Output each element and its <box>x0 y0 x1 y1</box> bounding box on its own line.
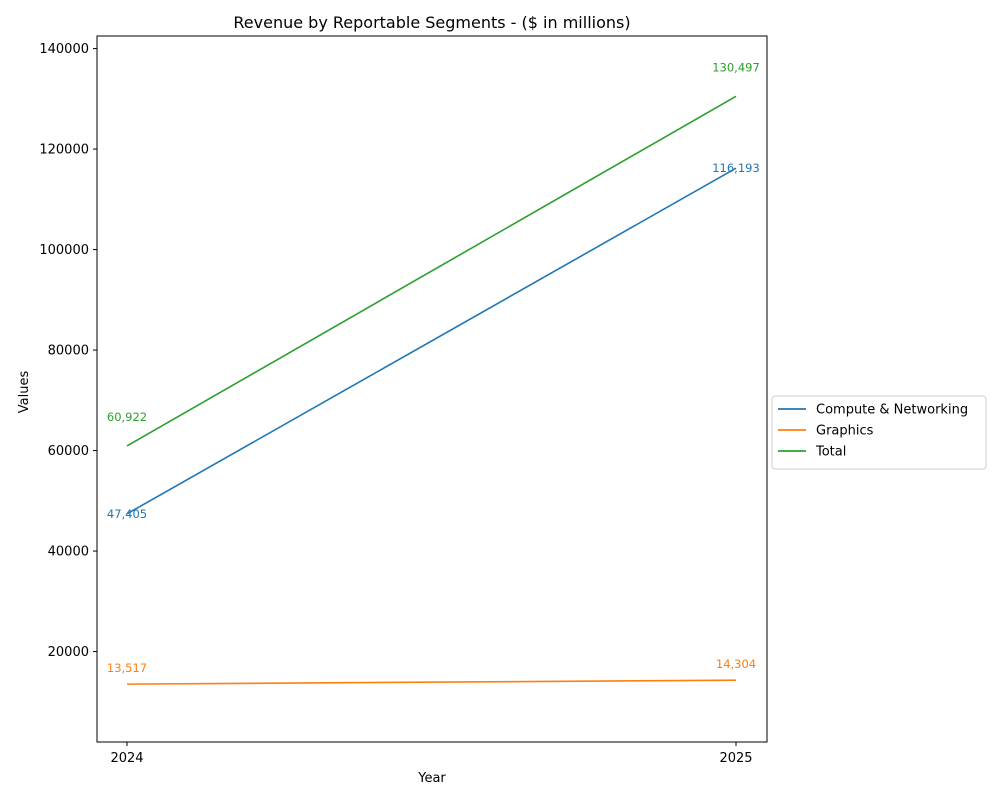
y-axis-label: Values <box>17 371 32 414</box>
chart-title: Revenue by Reportable Segments - ($ in m… <box>233 13 630 32</box>
data-label: 13,517 <box>107 661 147 675</box>
legend-box <box>771 395 987 470</box>
data-label: 47,405 <box>107 507 147 521</box>
data-label: 60,922 <box>107 410 147 424</box>
series-line <box>126 679 737 685</box>
plot-area: 20000 40000 60000 80000 100000 120000 140000 20… <box>39 35 768 766</box>
data-label: 14,304 <box>716 657 756 671</box>
y-tick-label: 140000 <box>39 42 89 57</box>
y-tick-label: 120000 <box>39 143 89 158</box>
y-tick-label: 100000 <box>39 243 89 258</box>
y-tick-label: 80000 <box>48 344 89 359</box>
x-tick-label: 2025 <box>719 751 752 766</box>
y-tick-label: 40000 <box>48 545 89 560</box>
legend-label: Graphics <box>816 424 874 439</box>
x-axis-label: Year <box>417 771 446 786</box>
data-label: 130,497 <box>712 60 760 74</box>
y-tick-label: 60000 <box>48 444 89 459</box>
legend-label: Total <box>815 445 846 460</box>
x-tick-label: 2024 <box>110 751 143 766</box>
series-line <box>126 167 737 515</box>
data-label: 116,193 <box>712 161 760 175</box>
legend-label: Compute & Networking <box>816 403 968 418</box>
axes-frame <box>96 35 768 743</box>
series-line <box>126 95 737 447</box>
y-tick-label: 20000 <box>48 645 89 660</box>
legend: Compute & Networking Graphics Total <box>771 395 987 470</box>
